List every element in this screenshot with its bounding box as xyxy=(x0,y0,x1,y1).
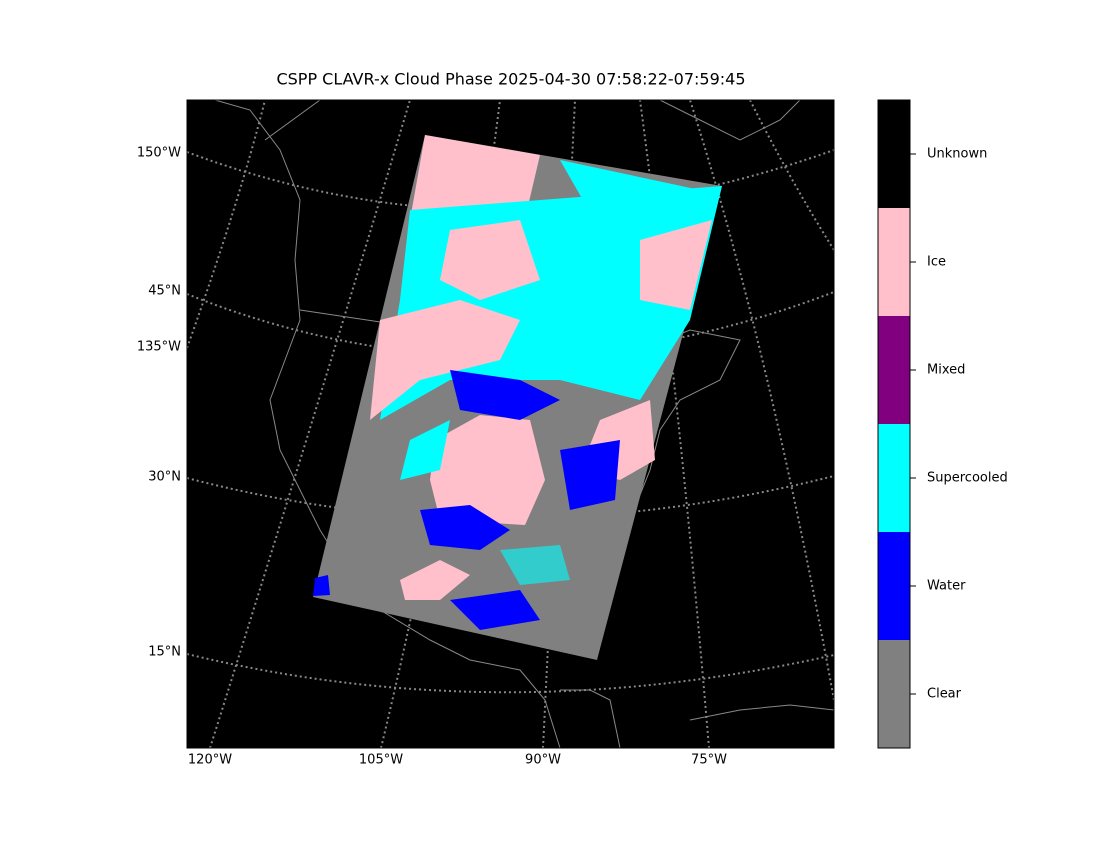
colorbar-frame xyxy=(877,99,911,749)
colorbar-segment xyxy=(878,424,910,532)
map-frame xyxy=(186,99,835,749)
lon-label: 75°W xyxy=(691,753,727,768)
lat-lon-label: 135°W xyxy=(137,340,181,355)
colorbar-segment xyxy=(878,100,910,208)
lat-lon-label: 30°N xyxy=(148,470,181,485)
lon-label: 105°W xyxy=(359,753,403,768)
lat-lon-label: 150°W xyxy=(137,146,181,161)
cloud-swath xyxy=(313,135,722,660)
colorbar-label: Clear xyxy=(927,687,962,702)
colorbar-label: Unknown xyxy=(927,147,987,162)
colorbar-segment xyxy=(878,316,910,424)
colorbar-label: Supercooled xyxy=(927,471,1008,486)
colorbar-segment xyxy=(878,208,910,316)
colorbar: Unknown Ice Mixed Supercooled Water Clear xyxy=(878,100,1008,748)
colorbar-label: Water xyxy=(927,579,966,594)
lon-label: 120°W xyxy=(188,753,232,768)
map xyxy=(187,100,834,748)
colorbar-segment xyxy=(878,532,910,640)
lon-label: 90°W xyxy=(525,753,561,768)
title: CSPP CLAVR-x Cloud Phase 2025-04-30 07:5… xyxy=(276,70,745,89)
lat-lon-label: 45°N xyxy=(148,284,181,299)
colorbar-label: Mixed xyxy=(927,363,965,378)
colorbar-label: Ice xyxy=(927,255,946,270)
colorbar-segment xyxy=(878,640,910,748)
lat-lon-label: 15°N xyxy=(148,645,181,660)
